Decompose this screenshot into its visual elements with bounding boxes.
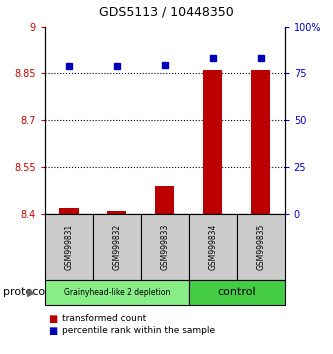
Bar	[203, 70, 222, 214]
Text: control: control	[217, 287, 256, 297]
Text: GDS5113 / 10448350: GDS5113 / 10448350	[99, 6, 234, 19]
Text: GSM999832: GSM999832	[112, 224, 122, 270]
Text: protocol: protocol	[3, 287, 49, 297]
Text: ▶: ▶	[27, 287, 35, 297]
Bar	[59, 208, 79, 214]
Text: percentile rank within the sample: percentile rank within the sample	[62, 326, 215, 335]
Text: GSM999834: GSM999834	[208, 224, 217, 270]
Text: ■: ■	[48, 314, 58, 324]
Text: GSM999833: GSM999833	[160, 224, 169, 270]
Text: GSM999831: GSM999831	[64, 224, 74, 270]
Bar	[251, 70, 270, 214]
Bar	[155, 186, 174, 214]
Text: GSM999835: GSM999835	[256, 224, 265, 270]
Bar	[107, 211, 127, 214]
Text: ■: ■	[48, 326, 58, 336]
Text: Grainyhead-like 2 depletion: Grainyhead-like 2 depletion	[64, 288, 170, 297]
Text: transformed count: transformed count	[62, 314, 146, 323]
